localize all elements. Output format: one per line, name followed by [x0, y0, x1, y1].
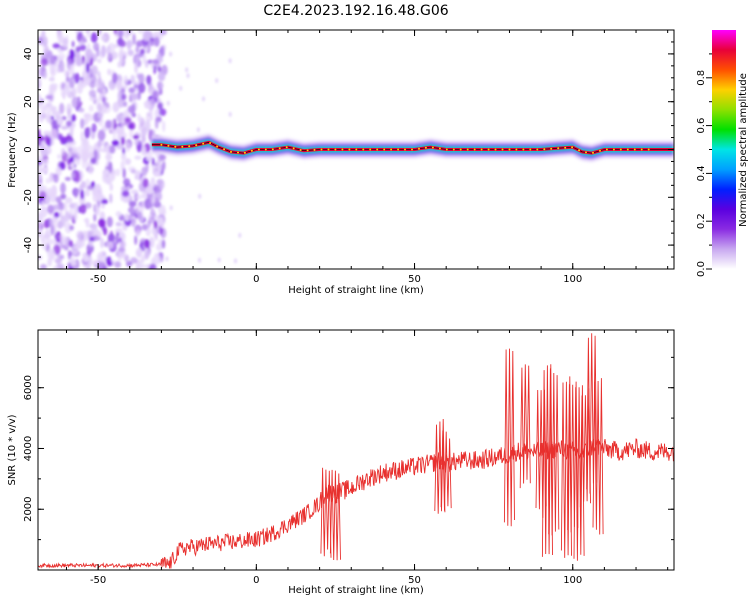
spectrogram-y-tick-label: 40	[23, 48, 34, 61]
noise-region	[38, 30, 242, 269]
snr-spike	[586, 333, 598, 494]
snr-x-tick-label: -50	[90, 575, 106, 586]
snr-spike	[320, 467, 332, 558]
colorbar-tick-label: 0.2	[696, 213, 707, 229]
snr-spike	[440, 430, 452, 511]
snr-y-tick-label: 4000	[23, 436, 34, 461]
snr-spike	[567, 381, 579, 533]
colorbar-gradient	[712, 30, 736, 269]
snr-spike	[541, 364, 553, 557]
snr-spike	[548, 368, 560, 536]
spectrogram-y-tick-label: -40	[23, 237, 34, 253]
snr-y-tick-label: 6000	[23, 375, 34, 400]
spectrogram-x-tick-label: 0	[253, 274, 259, 285]
snr-spike	[560, 376, 572, 558]
snr-spike	[519, 364, 531, 489]
spectrogram-x-tick-label: 50	[408, 274, 421, 285]
spectrogram-y-tick-label: 0	[23, 146, 34, 152]
spectrogram-x-tick-label: 100	[563, 274, 582, 285]
snr-spike	[434, 418, 446, 514]
colorbar-tick-label: 0.6	[696, 118, 707, 134]
snr-x-tick-label: 100	[563, 575, 582, 586]
snr-x-tick-label: 50	[408, 575, 421, 586]
signal-band	[151, 133, 674, 163]
snr-line	[38, 438, 674, 569]
spectrogram-y-label: Frequency (Hz)	[7, 112, 18, 188]
spectrogram-panel: -50 0 50 100 -40 -20 0 20 40 Height of straight …	[7, 29, 675, 296]
colorbar-tick-label: 0.8	[696, 70, 707, 86]
snr-spike	[329, 469, 341, 561]
spectrogram-y-tick-label: -20	[23, 189, 34, 205]
snr-x-label: Height of straight line (km)	[288, 585, 424, 596]
snr-y-tick-label: 2000	[23, 496, 34, 521]
snr-panel: -50 0 50 100 2000 4000 6000 Height of straight…	[7, 329, 675, 596]
snr-spike	[592, 378, 604, 535]
snr-x-tick-label: 0	[253, 575, 259, 586]
snr-spike	[503, 348, 515, 527]
snr-y-label: SNR (10 * v/v)	[7, 414, 18, 485]
snr-spike	[573, 385, 585, 561]
spectrogram-x-label: Height of straight line (km)	[288, 285, 424, 296]
colorbar-tick-label: 0.4	[696, 165, 707, 181]
colorbar: 0.0 0.2 0.4 0.6 0.8 Normalized spectral ampl…	[696, 30, 749, 277]
chart-title: C2E4.2023.192.16.48.G06	[263, 3, 448, 19]
snr-frame	[37, 329, 675, 571]
spectrogram-y-tick-label: 20	[23, 95, 34, 108]
spectrogram-x-tick-label: -50	[90, 274, 106, 285]
colorbar-label: Normalized spectral amplitude	[738, 73, 749, 227]
colorbar-tick-label: 0.0	[696, 261, 707, 277]
